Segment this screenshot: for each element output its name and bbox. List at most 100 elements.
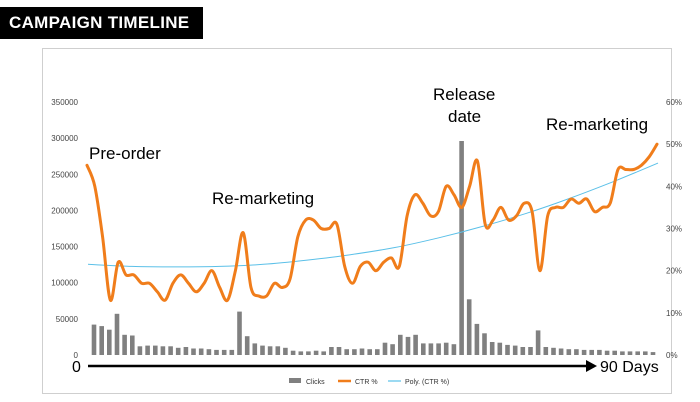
clicks-bar <box>313 350 319 355</box>
clicks-bar <box>114 313 120 355</box>
clicks-bar <box>244 336 250 355</box>
clicks-bar <box>306 351 311 355</box>
chart-frame <box>42 48 672 394</box>
clicks-bar <box>367 349 372 355</box>
clicks-bar <box>459 141 464 355</box>
clicks-bar <box>359 348 365 355</box>
legend-label-ctr: CTR % <box>355 379 378 386</box>
clicks-bar <box>589 349 594 355</box>
y-right-tick-label: 0% <box>666 351 678 360</box>
clicks-bar <box>382 342 388 355</box>
y-left-tick-label: 200000 <box>51 206 78 215</box>
x-axis-end-label: 90 Days <box>600 359 659 376</box>
clicks-bar <box>597 349 602 355</box>
clicks-bar <box>451 344 457 355</box>
clicks-bar <box>321 351 326 355</box>
clicks-bar <box>535 330 541 355</box>
clicks-bar <box>375 349 380 355</box>
clicks-bar <box>198 348 204 355</box>
clicks-bar <box>443 342 449 355</box>
legend-swatch-clicks <box>289 378 301 383</box>
y-right-tick-label: 10% <box>666 309 682 318</box>
clicks-bar <box>122 334 127 355</box>
clicks-bar <box>474 323 480 355</box>
clicks-bar <box>390 344 395 355</box>
clicks-bar <box>107 329 112 355</box>
annotation-re-marketing-2: Re-marketing <box>546 115 648 134</box>
clicks-bar <box>551 347 556 355</box>
clicks-bar <box>237 311 242 355</box>
poly-trendline <box>87 162 659 268</box>
clicks-bar <box>512 345 518 355</box>
clicks-bar <box>175 347 181 355</box>
clicks-bar <box>130 335 135 355</box>
clicks-bar <box>344 349 349 355</box>
clicks-bar <box>482 333 487 355</box>
clicks-bar <box>336 347 342 355</box>
clicks-bar <box>558 348 564 355</box>
annotation-release: Release <box>433 85 495 104</box>
y-left-tick-label: 0 <box>74 351 79 360</box>
clicks-bar <box>168 346 173 355</box>
clicks-bar <box>543 347 549 355</box>
clicks-bar <box>489 342 495 355</box>
y-left-tick-label: 350000 <box>51 98 78 107</box>
clicks-bar <box>620 351 625 355</box>
clicks-bar <box>137 346 143 355</box>
clicks-bar <box>604 350 610 355</box>
clicks-bar <box>252 343 258 355</box>
clicks-bar <box>581 349 587 355</box>
clicks-bar <box>260 345 265 355</box>
annotation-pre-order: Pre-order <box>89 144 161 163</box>
clicks-bar <box>329 347 334 355</box>
y-left-tick-label: 100000 <box>51 279 78 288</box>
clicks-bar <box>298 351 304 355</box>
clicks-bar <box>612 350 617 355</box>
clicks-bar <box>421 343 426 355</box>
clicks-bar <box>398 334 403 355</box>
legend-label-clicks: Clicks <box>306 379 325 386</box>
clicks-bar <box>160 346 166 355</box>
x-axis-start-label: 0 <box>72 359 81 376</box>
y-right-tick-label: 50% <box>666 140 682 149</box>
y-left-tick-label: 300000 <box>51 134 78 143</box>
y-right-tick-label: 40% <box>666 182 682 191</box>
clicks-bar <box>183 347 189 355</box>
clicks-bar <box>413 334 418 355</box>
clicks-bar <box>229 349 235 355</box>
clicks-bar <box>466 299 472 355</box>
clicks-bar <box>627 351 633 355</box>
y-left-axis: 350000 300000 250000 200000 150000 100000 5000… <box>51 98 78 360</box>
clicks-bar <box>275 346 281 355</box>
x-axis-arrow <box>88 360 597 372</box>
clicks-bar <box>91 324 97 355</box>
y-right-axis: 60% 50% 40% 30% 20% 10% 0% <box>666 98 682 360</box>
clicks-bar <box>99 326 104 355</box>
clicks-bar <box>283 347 288 355</box>
clicks-bar <box>528 347 533 355</box>
clicks-bar <box>635 351 640 355</box>
y-left-tick-label: 50000 <box>56 315 79 324</box>
y-left-tick-label: 250000 <box>51 170 78 179</box>
y-right-tick-label: 60% <box>666 98 682 107</box>
ctr-line <box>85 142 659 303</box>
clicks-bar <box>290 350 296 355</box>
clicks-bars <box>91 141 656 355</box>
chart-title: CAMPAIGN TIMELINE <box>0 7 203 39</box>
clicks-bar <box>206 349 212 355</box>
clicks-bar <box>566 349 572 355</box>
y-right-tick-label: 20% <box>666 267 682 276</box>
clicks-bar <box>267 346 273 355</box>
clicks-bar <box>214 349 219 355</box>
clicks-bar <box>574 349 579 355</box>
legend: Clicks CTR % Poly. (CTR %) <box>289 378 449 386</box>
y-left-tick-label: 150000 <box>51 243 78 252</box>
legend-label-poly: Poly. (CTR %) <box>405 379 449 386</box>
clicks-bar <box>643 351 648 355</box>
clicks-bar <box>145 345 150 355</box>
clicks-bar <box>221 349 227 355</box>
clicks-bar <box>505 344 510 355</box>
clicks-bar <box>153 345 158 355</box>
y-right-tick-label: 30% <box>666 225 682 234</box>
